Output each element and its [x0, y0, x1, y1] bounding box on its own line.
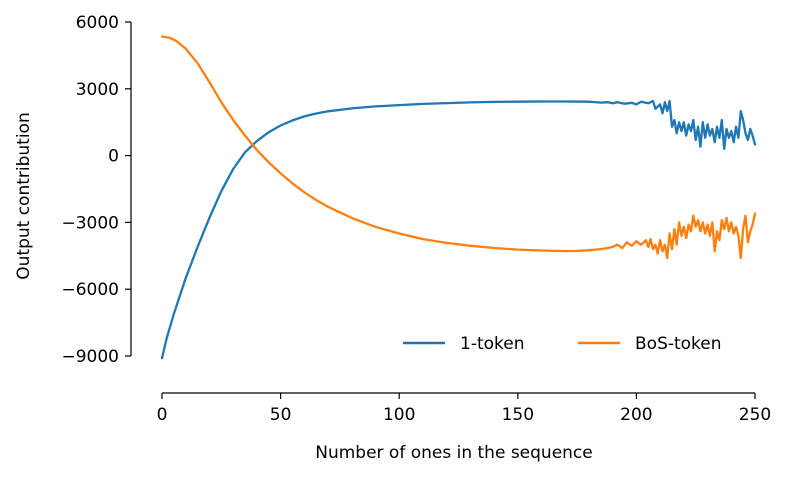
x-tick-label: 250	[739, 405, 771, 425]
y-tick-label: 6000	[76, 13, 119, 33]
y-tick-label: 0	[108, 147, 119, 167]
y-tick-label: −9000	[61, 347, 119, 367]
x-tick-label: 0	[157, 405, 168, 425]
y-tick-label: −3000	[61, 213, 119, 233]
legend: 1-token BoS-token	[403, 334, 722, 354]
y-axis-label: Output contribution	[14, 112, 34, 280]
x-axis-label: Number of ones in the sequence	[315, 443, 593, 463]
legend-label-1-token: 1-token	[460, 334, 525, 354]
y-tick-label: −6000	[61, 280, 119, 300]
series-line-bos-token	[160, 35, 757, 260]
x-tick-label: 200	[620, 405, 652, 425]
plot-lines	[160, 35, 757, 360]
x-axis: 0 50 100 150 200 250	[157, 392, 771, 425]
series-line-1-token	[160, 99, 757, 360]
x-tick-label: 150	[502, 405, 534, 425]
x-tick-label: 100	[383, 405, 415, 425]
y-tick-label: 3000	[76, 80, 119, 100]
legend-label-bos-token: BoS-token	[635, 334, 722, 354]
y-axis: 6000 3000 0 −3000 −6000 −9000	[61, 13, 132, 367]
x-tick-label: 50	[270, 405, 292, 425]
